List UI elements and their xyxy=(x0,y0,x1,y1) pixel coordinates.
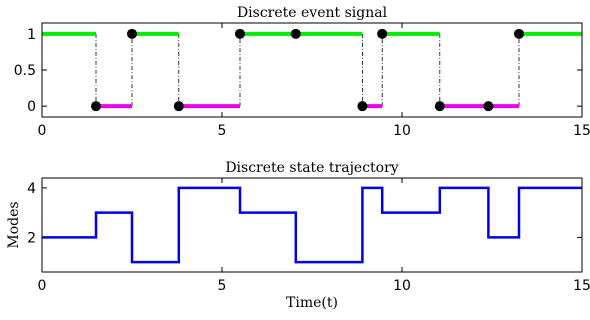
event-signal-y-tick-label: 1 xyxy=(27,27,36,43)
event-marker xyxy=(483,101,494,112)
event-marker xyxy=(91,101,101,112)
event-marker xyxy=(514,28,524,39)
state-trajectory-x-tick-label: 15 xyxy=(573,278,590,294)
state-trajectory-line xyxy=(42,186,582,264)
event-signal-x-tick-label: 10 xyxy=(393,123,411,139)
event-marker xyxy=(235,28,245,39)
state-trajectory-y-tick-label: 2 xyxy=(27,230,36,246)
state-trajectory-axes-box xyxy=(41,177,583,273)
event-signal-x-tick-label: 0 xyxy=(38,123,47,139)
event-marker xyxy=(290,28,301,39)
state-trajectory-y-tick-label: 4 xyxy=(27,181,36,197)
state-trajectory-x-tick-label: 5 xyxy=(218,278,227,294)
event-signal-x-tick-label: 5 xyxy=(218,123,227,139)
x-axis-label: Time(t) xyxy=(286,295,338,311)
event-marker xyxy=(377,28,388,39)
event-marker xyxy=(127,28,137,39)
event-marker xyxy=(357,101,368,112)
event-signal-axes-box xyxy=(41,22,583,118)
event-signal-y-tick-label: 0.5 xyxy=(14,63,36,79)
state-trajectory-x-tick-label: 10 xyxy=(393,278,411,294)
state-trajectory-plot-area: 0 5 10 15 2 4 xyxy=(27,178,590,294)
event-marker xyxy=(434,101,445,112)
state-trajectory-title: Discrete state trajectory xyxy=(225,160,398,176)
state-trajectory-panel: Discrete state trajectory 0 5 10 15 2 4 Time(… xyxy=(6,160,590,311)
event-signal-y-tick-label: 0 xyxy=(27,99,36,115)
state-trajectory-x-tick-label: 0 xyxy=(38,278,47,294)
event-marker xyxy=(173,101,184,112)
event-signal-panel: Discrete event signal 0 5 10 15 0 0.5 1 xyxy=(14,5,590,139)
y-axis-label: Modes xyxy=(6,201,22,248)
event-signal-plot-area: 0 5 10 15 0 0.5 1 xyxy=(14,23,590,139)
event-signal-title: Discrete event signal xyxy=(237,5,388,21)
event-signal-x-tick-label: 15 xyxy=(573,123,590,139)
